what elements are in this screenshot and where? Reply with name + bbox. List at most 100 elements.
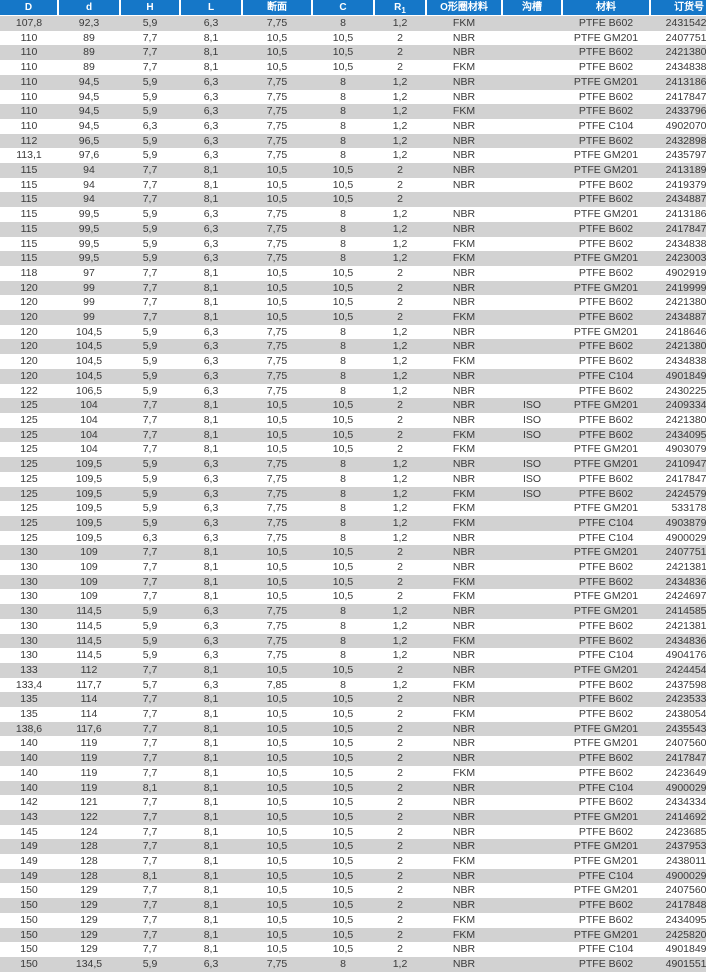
table-row[interactable]: 115 99,5 5,9 6,3 7,75 8 1,2 NBR PTFE B602 2417847…	[0, 221, 706, 237]
cell-material: PTFE B602	[562, 751, 650, 766]
column-header-L[interactable]: L	[180, 0, 243, 16]
table-row[interactable]: 115 99,5 5,9 6,3 7,75 8 1,2 FKM PTFE GM201 242300…	[0, 251, 706, 266]
table-row[interactable]: 125 109,5 6,3 6,3 7,75 8 1,2 NBR PTFE C104 490002…	[0, 530, 706, 546]
table-row[interactable]: 125 109,5 5,9 6,3 7,75 8 1,2 NBR ISO PTFE B602 241…	[0, 471, 706, 487]
table-row[interactable]: 120 99 7,7 8,1 10,5 10,5 2 NBR PTFE GM201 2419999…	[0, 280, 706, 296]
table-row[interactable]: 150 129 7,7 8,1 10,5 10,5 2 FKM PTFE GM201 242582…	[0, 927, 706, 943]
cell-material: PTFE GM201	[562, 809, 650, 825]
table-row[interactable]: 150 129 7,7 8,1 10,5 10,5 2 NBR PTFE B602 2417848…	[0, 898, 706, 913]
cell-L: 6,3	[180, 648, 242, 663]
table-row[interactable]: 110 94,5 5,9 6,3 7,75 8 1,2 FKM PTFE B602 2433796…	[0, 104, 706, 119]
table-row[interactable]: 133 112 7,7 8,1 10,5 10,5 2 NBR PTFE GM201 242445…	[0, 662, 706, 678]
cell-material: PTFE C104	[562, 118, 650, 134]
table-row[interactable]: 125 109,5 5,9 6,3 7,75 8 1,2 FKM PTFE GM201 53317…	[0, 501, 706, 516]
cell-L: 8,1	[180, 692, 242, 708]
table-row[interactable]: 140 119 7,7 8,1 10,5 10,5 2 NBR PTFE B602 2417847…	[0, 751, 706, 766]
table-row[interactable]: 107,8 92,3 5,9 6,3 7,75 8 1,2 FKM PTFE B602 24315…	[0, 15, 706, 31]
table-row[interactable]: 149 128 8,1 8,1 10,5 10,5 2 NBR PTFE C104 4900029…	[0, 868, 706, 884]
cell-L: 8,1	[180, 927, 242, 943]
table-row[interactable]: 110 94,5 6,3 6,3 7,75 8 1,2 NBR PTFE C104 4902070…	[0, 118, 706, 134]
table-row[interactable]: 125 104 7,7 8,1 10,5 10,5 2 NBR ISO PTFE B602 2421…	[0, 412, 706, 428]
table-row[interactable]: 110 89 7,7 8,1 10,5 10,5 2 NBR PTFE GM201 2407751…	[0, 30, 706, 46]
cell-order: 49000293	[650, 780, 706, 796]
table-row[interactable]: 125 109,5 5,9 6,3 7,75 8 1,2 FKM PTFE C104 490387…	[0, 515, 706, 531]
table-row[interactable]: 125 109,5 5,9 6,3 7,75 8 1,2 FKM ISO PTFE B602 242…	[0, 486, 706, 502]
cell-D: 110	[0, 118, 58, 134]
table-row[interactable]: 149 128 7,7 8,1 10,5 10,5 2 FKM PTFE GM201 243801…	[0, 854, 706, 869]
cell-H: 5,9	[120, 133, 180, 149]
table-row[interactable]: 110 94,5 5,9 6,3 7,75 8 1,2 NBR PTFE GM201 241318…	[0, 74, 706, 90]
column-header-H[interactable]: H	[120, 0, 181, 16]
cell-groove	[502, 618, 562, 634]
cell-material: PTFE GM201	[562, 207, 650, 222]
cell-section: 10,5	[242, 927, 312, 943]
table-row[interactable]: 120 104,5 5,9 6,3 7,75 8 1,2 NBR PTFE B602 242138…	[0, 339, 706, 355]
column-header-groove[interactable]: 沟槽	[502, 0, 563, 16]
table-row[interactable]: 150 129 7,7 8,1 10,5 10,5 2 NBR PTFE GM201 240756…	[0, 883, 706, 899]
table-row[interactable]: 115 94 7,7 8,1 10,5 10,5 2 NBR PTFE GM201 2413189…	[0, 163, 706, 178]
table-row[interactable]: 120 104,5 5,9 6,3 7,75 8 1,2 NBR PTFE C104 490184…	[0, 368, 706, 384]
cell-L: 6,3	[180, 383, 242, 399]
column-header-R1[interactable]: R1	[374, 0, 427, 16]
cell-H: 7,7	[120, 163, 180, 178]
column-header-material[interactable]: 材料	[562, 0, 651, 16]
column-header-D[interactable]: D	[0, 0, 59, 16]
table-row[interactable]: 150 134,5 5,9 6,3 7,75 8 1,2 NBR PTFE B602 490155…	[0, 957, 706, 972]
table-row[interactable]: 150 129 7,7 8,1 10,5 10,5 2 FKM PTFE B602 2434095…	[0, 912, 706, 928]
table-row[interactable]: 140 119 7,7 8,1 10,5 10,5 2 NBR PTFE GM201 240756…	[0, 736, 706, 752]
column-header-C[interactable]: C	[312, 0, 375, 16]
cell-section: 7,75	[242, 471, 312, 487]
table-row[interactable]: 135 114 7,7 8,1 10,5 10,5 2 NBR PTFE B602 2423533…	[0, 692, 706, 708]
table-row[interactable]: 138,6 117,6 7,7 8,1 10,5 10,5 2 NBR PTFE GM201 24…	[0, 721, 706, 737]
table-row[interactable]: 130 109 7,7 8,1 10,5 10,5 2 NBR PTFE B602 2421381…	[0, 560, 706, 575]
cell-L: 8,1	[180, 707, 242, 722]
cell-order: 24348366	[650, 633, 706, 649]
table-row[interactable]: 125 104 7,7 8,1 10,5 10,5 2 FKM PTFE GM201 490307…	[0, 442, 706, 458]
table-row[interactable]: 149 128 7,7 8,1 10,5 10,5 2 NBR PTFE GM201 243795…	[0, 839, 706, 855]
column-header-order[interactable]: 订货号	[650, 0, 706, 16]
table-row[interactable]: 110 94,5 5,9 6,3 7,75 8 1,2 NBR PTFE B602 2417847…	[0, 89, 706, 105]
cell-order: 24213802	[650, 45, 706, 61]
table-row[interactable]: 130 114,5 5,9 6,3 7,75 8 1,2 NBR PTFE B602 242138…	[0, 618, 706, 634]
column-header-section[interactable]: 断面	[242, 0, 313, 16]
table-row[interactable]: 133,4 117,7 5,7 6,3 7,85 8 1,2 FKM PTFE B602 2437…	[0, 677, 706, 693]
table-row[interactable]: 130 114,5 5,9 6,3 7,75 8 1,2 NBR PTFE C104 490417…	[0, 648, 706, 663]
table-row[interactable]: 125 104 7,7 8,1 10,5 10,5 2 FKM ISO PTFE B602 2434…	[0, 427, 706, 443]
table-row[interactable]: 112 96,5 5,9 6,3 7,75 8 1,2 NBR PTFE B602 2432898…	[0, 133, 706, 149]
table-row[interactable]: 113,1 97,6 5,9 6,3 7,75 8 1,2 NBR PTFE GM201 2435…	[0, 148, 706, 164]
table-row[interactable]: 143 122 7,7 8,1 10,5 10,5 2 NBR PTFE GM201 241469…	[0, 809, 706, 825]
cell-H: 5,9	[120, 89, 180, 105]
table-row[interactable]: 140 119 7,7 8,1 10,5 10,5 2 FKM PTFE B602 2423649…	[0, 765, 706, 781]
table-row[interactable]: 115 99,5 5,9 6,3 7,75 8 1,2 NBR PTFE GM201 241318…	[0, 207, 706, 222]
cell-material: PTFE GM201	[562, 662, 650, 678]
table-row[interactable]: 130 109 7,7 8,1 10,5 10,5 2 NBR PTFE GM201 240775…	[0, 545, 706, 561]
table-row[interactable]: 150 129 7,7 8,1 10,5 10,5 2 NBR PTFE C104 4901849…	[0, 942, 706, 957]
cell-material: PTFE GM201	[562, 854, 650, 869]
table-row[interactable]: 135 114 7,7 8,1 10,5 10,5 2 FKM PTFE B602 2438054…	[0, 707, 706, 722]
cell-material: PTFE B602	[562, 618, 650, 634]
table-row[interactable]: 130 109 7,7 8,1 10,5 10,5 2 FKM PTFE B602 2434836…	[0, 574, 706, 590]
table-row[interactable]: 145 124 7,7 8,1 10,5 10,5 2 NBR PTFE B602 2423685…	[0, 824, 706, 840]
table-row[interactable]: 140 119 8,1 8,1 10,5 10,5 2 NBR PTFE C104 4900029…	[0, 780, 706, 796]
table-row[interactable]: 122 106,5 5,9 6,3 7,75 8 1,2 NBR PTFE B602 243022…	[0, 383, 706, 399]
table-row[interactable]: 130 114,5 5,9 6,3 7,75 8 1,2 FKM PTFE B602 243483…	[0, 633, 706, 649]
table-row[interactable]: 130 114,5 5,9 6,3 7,75 8 1,2 NBR PTFE GM201 24145…	[0, 604, 706, 619]
column-header-d[interactable]: d	[58, 0, 121, 16]
table-row[interactable]: 130 109 7,7 8,1 10,5 10,5 2 FKM PTFE GM201 242469…	[0, 589, 706, 605]
table-row[interactable]: 120 104,5 5,9 6,3 7,75 8 1,2 NBR PTFE GM201 24186…	[0, 324, 706, 340]
cell-groove	[502, 795, 562, 810]
column-header-oring[interactable]: O形圈材料	[426, 0, 503, 16]
table-row[interactable]: 142 121 7,7 8,1 10,5 10,5 2 NBR PTFE B602 2434334…	[0, 795, 706, 810]
table-row[interactable]: 125 104 7,7 8,1 10,5 10,5 2 NBR ISO PTFE GM201 240…	[0, 398, 706, 413]
table-row[interactable]: 115 99,5 5,9 6,3 7,75 8 1,2 FKM PTFE B602 2434838…	[0, 236, 706, 252]
cell-R1: 2	[374, 721, 426, 737]
table-row[interactable]: 125 109,5 5,9 6,3 7,75 8 1,2 NBR ISO PTFE GM201 24…	[0, 457, 706, 472]
table-row[interactable]: 120 104,5 5,9 6,3 7,75 8 1,2 FKM PTFE B602 243483…	[0, 354, 706, 369]
